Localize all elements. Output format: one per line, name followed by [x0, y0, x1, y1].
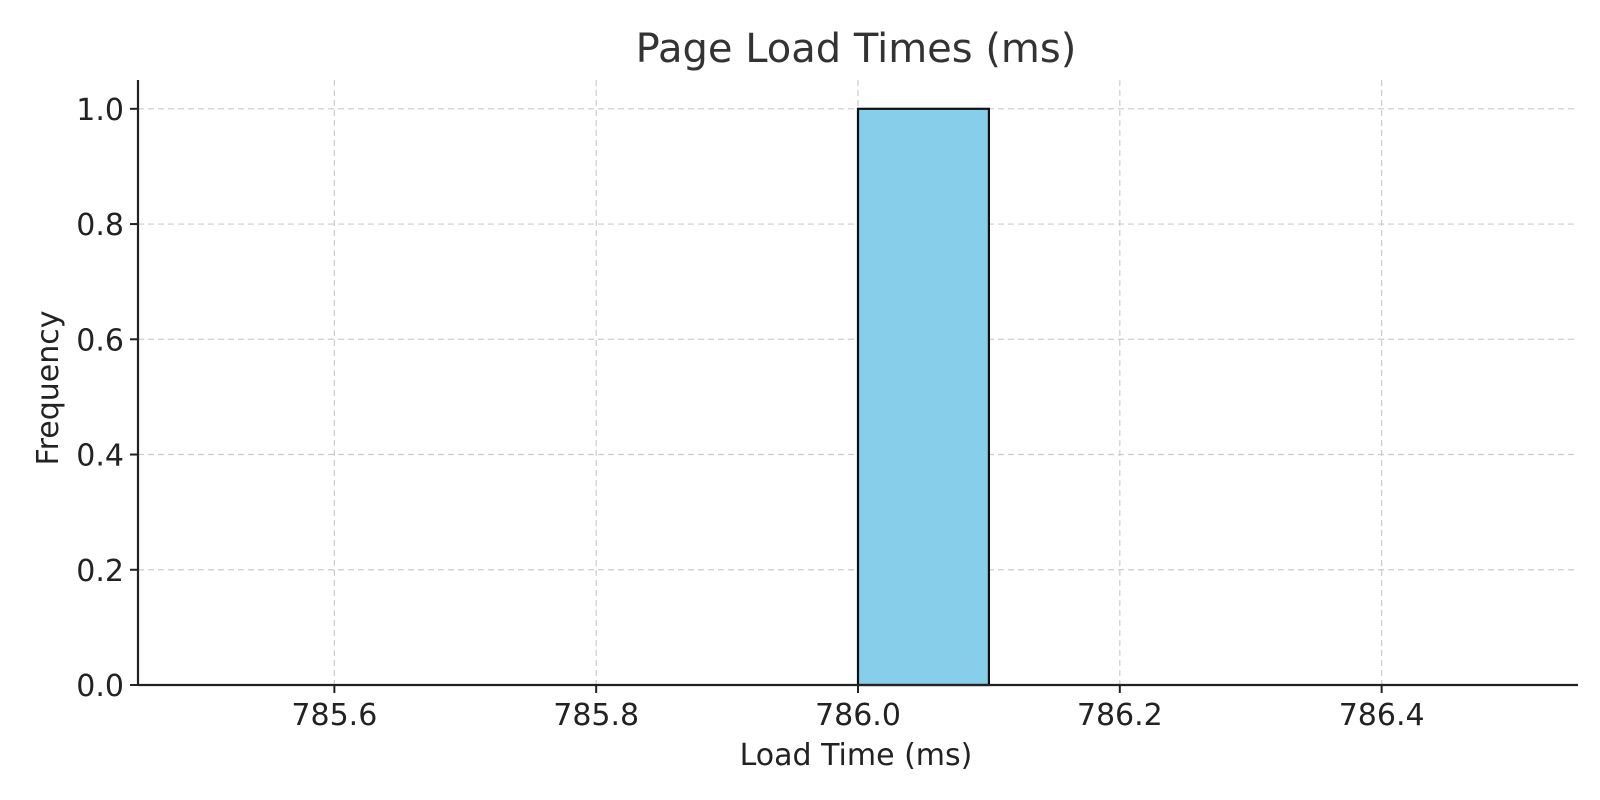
x-tick-label: 786.2	[1077, 698, 1163, 733]
chart-title: Page Load Times (ms)	[636, 26, 1077, 72]
x-tick-label: 786.4	[1339, 698, 1425, 733]
y-ticks: 0.0 0.2 0.4 0.6 0.8 1.0	[76, 93, 138, 704]
x-tick-label: 785.6	[291, 698, 377, 733]
y-tick-label: 0.2	[76, 554, 124, 589]
x-axis-label: Load Time (ms)	[740, 738, 973, 773]
y-tick-label: 0.4	[76, 439, 124, 474]
histogram-bar	[856, 107, 991, 687]
bars	[856, 107, 991, 687]
y-tick-label: 0.0	[76, 669, 124, 704]
y-tick-label: 1.0	[76, 93, 124, 128]
y-axis-label: Frequency	[31, 311, 66, 466]
x-ticks: 785.6 785.8 786.0 786.2 786.4	[291, 685, 1425, 733]
y-tick-label: 0.6	[76, 323, 124, 358]
x-tick-label: 785.8	[553, 698, 639, 733]
y-tick-label: 0.8	[76, 208, 124, 243]
x-tick-label: 786.0	[815, 698, 901, 733]
